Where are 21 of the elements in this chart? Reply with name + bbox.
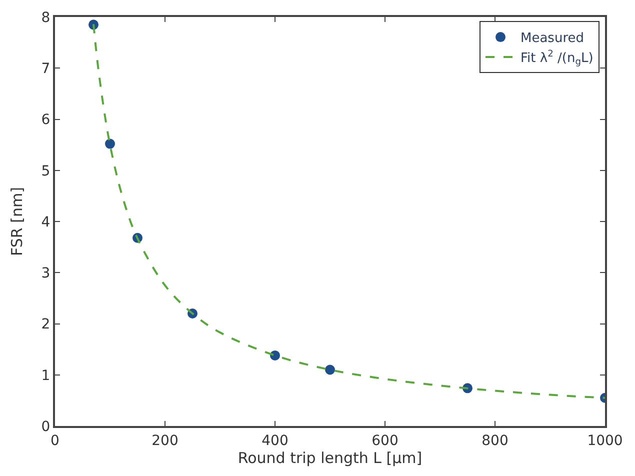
y-tick-label: 6 [41,112,50,128]
x-tick-label: 600 [372,432,398,449]
x-tick-label: 800 [482,432,508,449]
point [105,138,115,149]
y-tick-label: 1 [41,368,50,384]
y-axis-title: FSR [nm] [8,187,26,256]
y-tick-label: 2 [41,316,50,333]
y-tick-label: 7 [41,61,50,78]
x-tick-label: 200 [152,432,178,449]
legend-label: Measured [520,31,584,46]
y-tick-label: 0 [41,418,50,435]
x-tick-label: 400 [262,432,288,449]
point [270,350,280,360]
x-axis-title: Round trip length L [μm] [238,448,422,467]
y-tick-label: 3 [41,266,50,282]
point [325,364,335,375]
legend-label: Fit λ$^{2}$ /(n$_{g}$L) [520,50,594,68]
y-tick-label: 5 [41,163,50,180]
x-tick-label: 1000 [587,432,623,449]
y-tick-label: 4 [41,214,50,230]
y-tick-label: 8 [41,10,50,26]
